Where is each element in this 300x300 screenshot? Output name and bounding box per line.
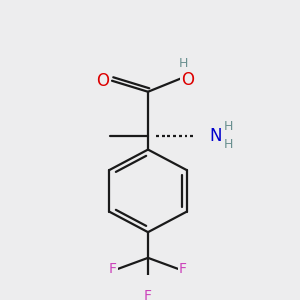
Text: F: F xyxy=(179,262,187,276)
Text: F: F xyxy=(144,290,152,300)
Text: H: H xyxy=(178,57,188,70)
Text: N: N xyxy=(210,127,222,145)
Text: O: O xyxy=(97,72,110,90)
Text: H: H xyxy=(223,120,233,133)
Text: H: H xyxy=(223,139,233,152)
Text: O: O xyxy=(182,71,194,89)
Text: F: F xyxy=(109,262,117,276)
